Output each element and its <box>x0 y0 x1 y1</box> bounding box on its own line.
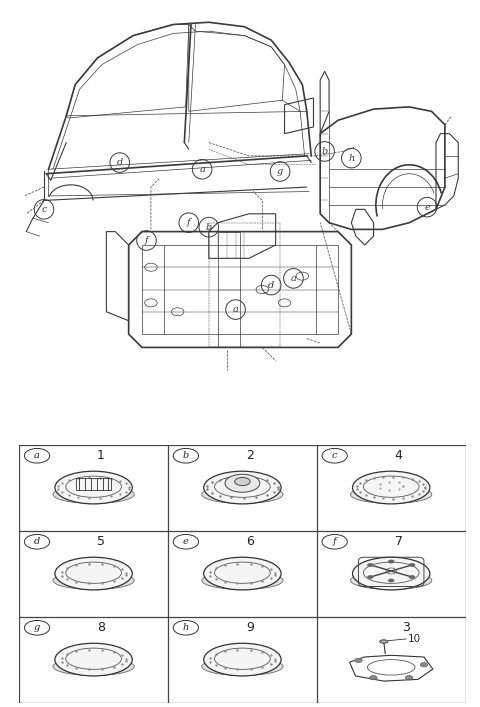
Circle shape <box>420 662 428 667</box>
Text: 8: 8 <box>97 621 105 634</box>
Text: 1: 1 <box>97 449 105 462</box>
Text: f: f <box>144 236 148 245</box>
Text: g: g <box>277 167 283 176</box>
Circle shape <box>409 563 415 567</box>
Ellipse shape <box>204 472 281 504</box>
Circle shape <box>388 560 395 563</box>
Text: d: d <box>117 158 123 167</box>
Ellipse shape <box>55 472 132 504</box>
Ellipse shape <box>53 571 134 590</box>
Text: 3: 3 <box>402 621 410 634</box>
Text: c: c <box>41 205 47 214</box>
Text: f: f <box>333 537 336 547</box>
Text: g: g <box>34 624 40 632</box>
Ellipse shape <box>202 486 283 503</box>
Circle shape <box>405 675 413 680</box>
Ellipse shape <box>204 557 281 590</box>
Ellipse shape <box>53 658 134 675</box>
Text: 5: 5 <box>97 535 105 548</box>
Ellipse shape <box>55 557 132 590</box>
Text: d: d <box>34 537 40 547</box>
Text: d: d <box>268 281 274 290</box>
Ellipse shape <box>55 643 132 676</box>
Circle shape <box>370 675 377 680</box>
Text: a: a <box>233 305 239 314</box>
Ellipse shape <box>380 640 388 643</box>
Ellipse shape <box>202 571 283 590</box>
Text: f: f <box>187 218 191 227</box>
Circle shape <box>388 578 395 583</box>
Text: b: b <box>322 147 328 156</box>
Text: 2: 2 <box>246 449 254 462</box>
Circle shape <box>367 575 373 579</box>
Text: 4: 4 <box>395 449 403 462</box>
Text: b: b <box>183 451 189 460</box>
Text: b: b <box>206 223 212 232</box>
Bar <box>209 223 280 347</box>
Bar <box>76 478 111 490</box>
Text: c: c <box>332 451 337 460</box>
Ellipse shape <box>53 486 134 503</box>
Ellipse shape <box>350 571 432 590</box>
Ellipse shape <box>352 472 430 504</box>
Text: a: a <box>34 451 40 460</box>
Circle shape <box>355 658 362 662</box>
Ellipse shape <box>350 486 432 503</box>
Text: 6: 6 <box>246 535 254 548</box>
Text: a: a <box>290 274 296 283</box>
Ellipse shape <box>204 643 281 676</box>
Ellipse shape <box>225 474 260 492</box>
Text: 7: 7 <box>395 535 403 548</box>
Circle shape <box>409 575 415 579</box>
Ellipse shape <box>235 477 250 486</box>
Text: h: h <box>183 624 189 632</box>
Text: e: e <box>424 203 430 211</box>
Circle shape <box>367 563 373 567</box>
Text: h: h <box>348 153 354 163</box>
Ellipse shape <box>202 658 283 675</box>
Text: a: a <box>199 165 205 174</box>
Text: e: e <box>183 537 189 547</box>
Text: 10: 10 <box>408 634 420 644</box>
Text: 9: 9 <box>246 621 254 634</box>
Ellipse shape <box>352 557 430 590</box>
